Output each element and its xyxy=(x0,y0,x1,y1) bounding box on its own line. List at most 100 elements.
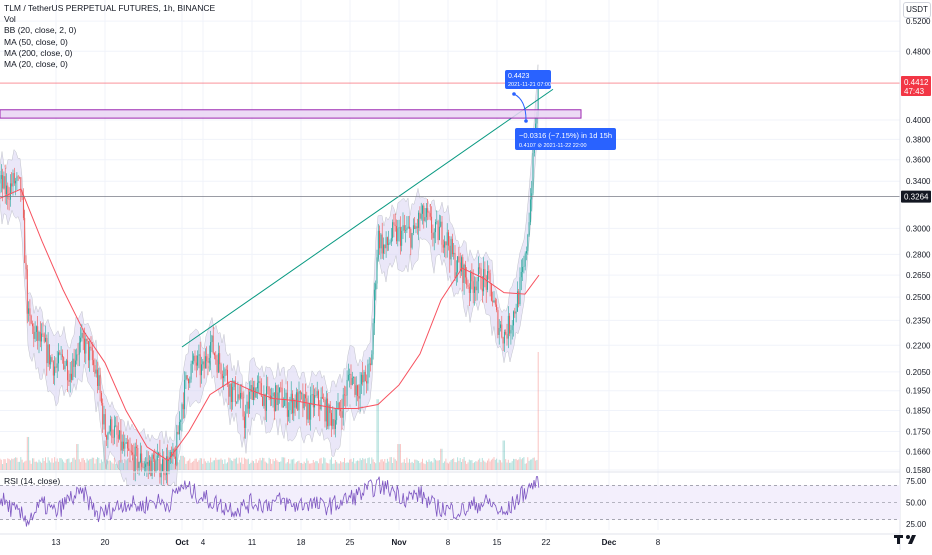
currency-button[interactable]: USDT xyxy=(903,2,931,18)
legend-ma200[interactable]: MA (200, close, 0) xyxy=(4,48,215,59)
volume-bar xyxy=(390,457,391,470)
volume-bar xyxy=(444,461,445,470)
price-tick-label: 0.5200 xyxy=(906,17,931,26)
candle-body xyxy=(475,287,476,291)
volume-bar xyxy=(380,460,381,470)
candle-body xyxy=(494,300,495,302)
legend-bb[interactable]: BB (20, close, 2, 0) xyxy=(4,25,215,36)
candle-body xyxy=(313,394,314,407)
volume-bar xyxy=(352,462,353,470)
candle-body xyxy=(408,227,409,228)
candle-body xyxy=(422,206,423,214)
candle-body xyxy=(521,272,522,277)
volume-bar xyxy=(521,459,522,470)
candle-body xyxy=(458,256,459,262)
volume-bar xyxy=(78,444,79,470)
volume-bar xyxy=(189,459,190,470)
rsi-tick-label: 50.00 xyxy=(906,499,927,508)
volume-bar xyxy=(491,460,492,470)
candle-body xyxy=(122,442,123,451)
legend-ma50[interactable]: MA (50, close, 0) xyxy=(4,37,215,48)
candle-body xyxy=(124,444,125,449)
legend-ma20[interactable]: MA (20, close, 0) xyxy=(4,59,215,70)
volume-bar xyxy=(408,463,409,470)
candle-body xyxy=(366,381,367,383)
volume-bar xyxy=(455,462,456,470)
volume-bar xyxy=(260,458,261,470)
volume-bar xyxy=(460,458,461,470)
volume-bar xyxy=(362,458,363,470)
volume-bar xyxy=(55,461,56,470)
candle-body xyxy=(179,422,180,434)
candle-body xyxy=(451,239,452,259)
candle-body xyxy=(393,222,394,225)
candle-body xyxy=(63,357,64,369)
volume-bar xyxy=(538,352,539,470)
candle-body xyxy=(107,433,108,440)
candle-body xyxy=(28,308,29,313)
volume-bar xyxy=(244,458,245,470)
legend-vol[interactable]: Vol xyxy=(4,14,215,25)
volume-bar xyxy=(462,459,463,470)
volume-bar xyxy=(62,459,63,470)
candle-body xyxy=(514,311,515,313)
candle-body xyxy=(204,361,205,368)
candle-body xyxy=(464,265,465,283)
candle-body xyxy=(457,256,458,272)
candle-body xyxy=(479,267,480,268)
candle-body xyxy=(37,326,38,341)
candle-body xyxy=(256,388,257,397)
candle-body xyxy=(214,353,215,355)
volume-bar xyxy=(241,458,242,470)
volume-bar xyxy=(49,461,50,470)
candle-body xyxy=(217,360,218,373)
price-tick-label: 0.4000 xyxy=(906,116,931,125)
candle-body xyxy=(228,384,229,396)
time-tick-label: 4 xyxy=(201,538,206,547)
candle-body xyxy=(111,419,112,437)
candle-body xyxy=(430,213,431,217)
volume-bar xyxy=(497,463,498,470)
volume-bar xyxy=(530,460,531,470)
volume-bar xyxy=(526,463,527,470)
candle-body xyxy=(79,342,80,354)
candle-body xyxy=(257,383,258,389)
rsi-legend[interactable]: RSI (14, close) xyxy=(4,476,60,486)
candle-body xyxy=(210,342,211,358)
volume-bar xyxy=(81,458,82,470)
candle-body xyxy=(468,285,469,287)
candle-body xyxy=(141,454,142,467)
price-tick-label: 0.2200 xyxy=(906,341,931,350)
candle-body xyxy=(70,374,71,382)
candle-body xyxy=(401,231,402,246)
candle-body xyxy=(284,400,285,406)
candle-body xyxy=(361,375,362,384)
candle-body xyxy=(236,402,237,403)
volume-bar xyxy=(231,460,232,470)
volume-bar xyxy=(237,464,238,470)
candle-body xyxy=(465,265,466,278)
candle-body xyxy=(52,357,53,361)
volume-bar xyxy=(226,464,227,470)
candle-body xyxy=(367,364,368,383)
candle-body xyxy=(244,417,245,428)
volume-bar xyxy=(261,460,262,470)
volume-bar xyxy=(29,460,30,470)
candle-body xyxy=(325,400,326,422)
candle-body xyxy=(347,380,348,396)
volume-bar xyxy=(481,462,482,470)
volume-bar xyxy=(131,461,132,470)
volume-bar xyxy=(75,460,76,470)
candle-body xyxy=(3,176,4,188)
tradingview-logo[interactable] xyxy=(893,533,925,545)
volume-bar xyxy=(54,457,55,470)
volume-bar xyxy=(204,459,205,470)
candle-body xyxy=(195,356,196,363)
volume-bar xyxy=(353,458,354,470)
volume-bar xyxy=(377,399,378,470)
candle-body xyxy=(395,225,396,226)
volume-bar xyxy=(477,462,478,470)
symbol-title[interactable]: TLM / TetherUS PERPETUAL FUTURES, 1h, BI… xyxy=(4,3,215,14)
